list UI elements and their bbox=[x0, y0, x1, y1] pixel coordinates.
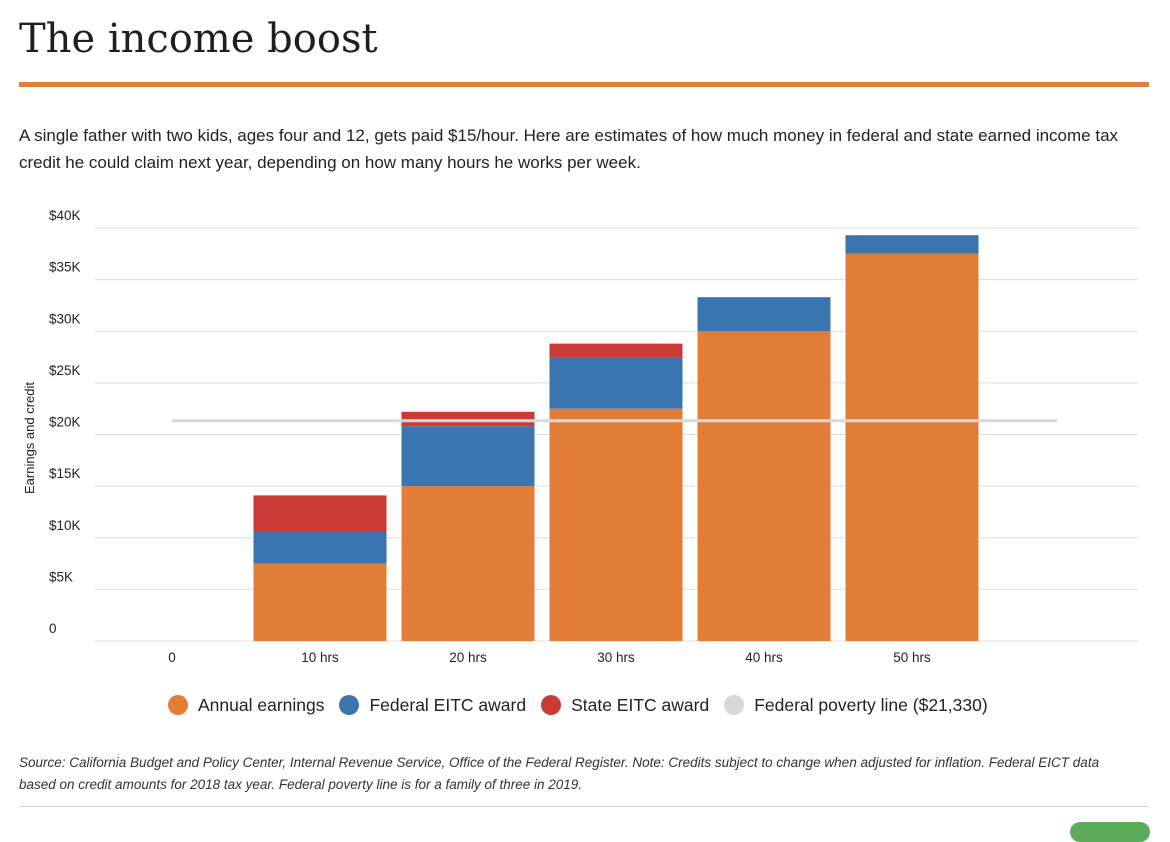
legend-swatch-federal-eitc bbox=[339, 695, 360, 715]
x-tick-label: 50 hrs bbox=[893, 650, 931, 665]
x-tick-label: 0 bbox=[168, 650, 176, 665]
y-tick-label: $20K bbox=[49, 415, 81, 430]
bar-segment-state-eitc-award[interactable] bbox=[401, 411, 535, 427]
y-axis-label: Earnings and credit bbox=[22, 382, 37, 494]
legend-item-poverty-line[interactable]: Federal poverty line ($21,330) bbox=[724, 694, 988, 716]
bar-segment-annual-earnings[interactable] bbox=[845, 253, 979, 641]
y-tick-label: $30K bbox=[49, 311, 81, 326]
bar-segment-federal-eitc-award[interactable] bbox=[845, 235, 979, 254]
bottom-divider bbox=[19, 806, 1149, 807]
source-note: Source: California Budget and Policy Cen… bbox=[19, 755, 1100, 792]
y-tick-label: $25K bbox=[49, 363, 81, 378]
x-tick-label: 40 hrs bbox=[745, 650, 783, 665]
bar-segment-federal-eitc-award[interactable] bbox=[549, 357, 683, 409]
chart-title: The income boost bbox=[19, 16, 378, 62]
stacked-bar-chart: 0 $5K $10K $15K $20K $25K $30K $35K $40K 0 10 hrs… bbox=[22, 208, 1138, 665]
legend-label-annual-earnings: Annual earnings bbox=[198, 694, 325, 715]
bar-segment-state-eitc-award[interactable] bbox=[253, 495, 387, 532]
y-tick-label: $15K bbox=[49, 466, 81, 481]
bar-segment-annual-earnings[interactable] bbox=[549, 408, 683, 641]
bar-segment-federal-eitc-award[interactable] bbox=[697, 297, 831, 332]
legend-item-federal-eitc[interactable]: Federal EITC award bbox=[339, 695, 526, 716]
legend-swatch-annual-earnings bbox=[168, 695, 188, 715]
bar-segment-annual-earnings[interactable] bbox=[401, 486, 535, 641]
x-tick-label: 30 hrs bbox=[597, 650, 635, 665]
y-tick-label: $5K bbox=[49, 569, 73, 584]
title-rule bbox=[19, 82, 1149, 87]
legend-item-annual-earnings[interactable]: Annual earnings bbox=[168, 695, 324, 716]
bar-segment-annual-earnings[interactable] bbox=[697, 331, 831, 641]
bars bbox=[253, 235, 979, 641]
legend-swatch-state-eitc bbox=[541, 695, 562, 715]
bar-segment-annual-earnings[interactable] bbox=[253, 563, 387, 641]
legend-item-state-eitc[interactable]: State EITC award bbox=[541, 695, 709, 716]
bar-segment-federal-eitc-award[interactable] bbox=[253, 531, 387, 564]
legend-swatch-poverty-line bbox=[724, 695, 745, 715]
x-tick-label: 10 hrs bbox=[301, 650, 339, 665]
legend-label-poverty-line: Federal poverty line ($21,330) bbox=[754, 694, 988, 715]
y-tick-label: $40K bbox=[49, 208, 81, 223]
y-tick-label: 0 bbox=[49, 621, 57, 636]
chart-subtitle: A single father with two kids, ages four… bbox=[19, 126, 1119, 172]
action-button[interactable] bbox=[1070, 822, 1150, 842]
y-tick-label: $35K bbox=[49, 260, 81, 275]
chart-legend: Annual earnings Federal EITC award State… bbox=[168, 693, 1003, 717]
x-tick-labels: 0 10 hrs 20 hrs 30 hrs 40 hrs 50 hrs bbox=[168, 650, 931, 665]
bar-segment-state-eitc-award[interactable] bbox=[549, 343, 683, 358]
y-tick-label: $10K bbox=[49, 518, 81, 533]
legend-label-federal-eitc: Federal EITC award bbox=[369, 694, 527, 715]
legend-label-state-eitc: State EITC award bbox=[571, 694, 710, 715]
x-tick-label: 20 hrs bbox=[449, 650, 487, 665]
y-tick-labels: 0 $5K $10K $15K $20K $25K $30K $35K $40K bbox=[49, 208, 81, 636]
bar-segment-federal-eitc-award[interactable] bbox=[401, 426, 535, 487]
